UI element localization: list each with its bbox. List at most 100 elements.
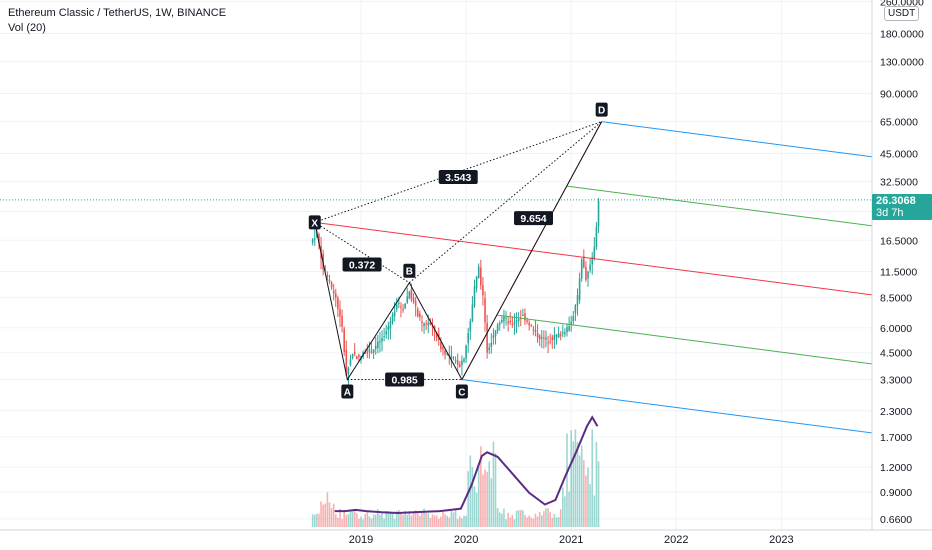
volume-bar bbox=[475, 492, 478, 527]
candle-body bbox=[498, 322, 501, 325]
candle-body bbox=[423, 323, 425, 327]
candle-body bbox=[402, 308, 404, 311]
candle-body bbox=[583, 256, 585, 268]
volume-bar bbox=[547, 508, 549, 527]
volume-bar bbox=[427, 513, 430, 527]
candle-body bbox=[536, 333, 539, 338]
price-tick-label: 4.5000 bbox=[880, 348, 912, 360]
candle-body bbox=[568, 326, 570, 331]
candle-body bbox=[332, 290, 335, 294]
volume-bar bbox=[496, 508, 499, 527]
volume-bar bbox=[326, 492, 329, 527]
candle-body bbox=[450, 355, 453, 359]
volume-bar bbox=[360, 516, 362, 527]
volume-bar bbox=[402, 514, 404, 527]
candle-body bbox=[391, 313, 394, 323]
time-tick-label: 2023 bbox=[769, 534, 793, 546]
volume-bar bbox=[414, 510, 417, 527]
volume-bar bbox=[437, 518, 440, 527]
volume-bar bbox=[515, 510, 518, 527]
volume-indicator-label[interactable]: Vol (20) bbox=[8, 22, 46, 34]
candle-body bbox=[494, 330, 497, 337]
pattern-point-label: B bbox=[406, 267, 413, 278]
candle-body bbox=[591, 256, 594, 265]
pattern-ratio-line bbox=[314, 221, 410, 284]
volume-bar bbox=[505, 519, 507, 527]
volume-bar bbox=[555, 517, 558, 527]
candle-body bbox=[530, 325, 533, 327]
volume-bar bbox=[429, 517, 432, 527]
candle-body bbox=[540, 337, 543, 339]
candle-body bbox=[372, 349, 375, 353]
candle-body bbox=[589, 264, 591, 271]
pitchfork-drawing[interactable] bbox=[314, 121, 932, 550]
price-axis[interactable]: 260.0000 180.0000 130.0000 90.0000 65.0000 45… bbox=[871, 0, 932, 550]
price-tick-label: 0.6600 bbox=[880, 514, 912, 526]
volume-bar bbox=[419, 515, 421, 527]
volume-bar bbox=[545, 508, 547, 527]
volume-bar bbox=[440, 516, 442, 527]
volume-bar bbox=[435, 515, 438, 527]
symbol-title[interactable]: Ethereum Classic / TetherUS, 1W, BINANCE bbox=[8, 7, 227, 19]
volume-bar bbox=[498, 512, 501, 527]
pitchfork-handle bbox=[314, 221, 532, 252]
volume-bar bbox=[486, 471, 488, 527]
volume-bar bbox=[332, 503, 335, 527]
volume-bar bbox=[452, 512, 455, 527]
volume-bar bbox=[458, 516, 461, 527]
ratio-label: 0.372 bbox=[349, 260, 375, 272]
pattern-ratio-line bbox=[314, 121, 602, 223]
volume-bar bbox=[456, 519, 459, 527]
price-tick-label: 260.0000 bbox=[880, 0, 924, 9]
candle-body bbox=[551, 336, 554, 341]
volume-bar bbox=[574, 429, 577, 527]
pitchfork-inner-line bbox=[496, 314, 932, 373]
xabcd-pattern-drawing[interactable]: 0.372 0.985 3.543 9.654 X A B C D bbox=[308, 102, 608, 399]
candle-body bbox=[435, 332, 438, 338]
volume-bar bbox=[467, 471, 470, 527]
candle-body bbox=[381, 338, 383, 342]
candle-body bbox=[440, 341, 442, 349]
candle-body bbox=[532, 329, 535, 331]
candle-body bbox=[339, 308, 341, 317]
volume-bar bbox=[559, 509, 562, 527]
volume-ma bbox=[334, 415, 599, 514]
candle-body bbox=[543, 337, 545, 339]
volume-bar bbox=[463, 515, 465, 527]
volume-bar bbox=[355, 513, 358, 527]
candle-body bbox=[597, 200, 600, 227]
candle-body bbox=[429, 322, 432, 325]
candle-body bbox=[501, 320, 503, 323]
currency-badge[interactable]: USDT bbox=[884, 6, 920, 21]
volume-bar bbox=[431, 514, 434, 527]
pitchfork-median bbox=[531, 250, 932, 304]
candle-body bbox=[534, 329, 537, 333]
volume-bar bbox=[442, 511, 444, 527]
time-axis[interactable]: 2019 2020 2021 2022 2023 bbox=[0, 529, 932, 550]
ratio-label-bg bbox=[438, 169, 478, 184]
volume-bar bbox=[580, 445, 583, 527]
pattern-point-label: A bbox=[344, 388, 351, 399]
volume-bar bbox=[454, 508, 457, 527]
candle-body bbox=[463, 358, 465, 362]
volume-bar bbox=[536, 516, 539, 527]
candle-body bbox=[452, 356, 455, 358]
volume-bar bbox=[377, 509, 379, 527]
volume-bar bbox=[553, 514, 556, 527]
volume-bar bbox=[564, 496, 566, 527]
candle-body bbox=[412, 298, 415, 302]
candle-body bbox=[377, 341, 379, 348]
candle-body bbox=[488, 347, 491, 351]
volume-bar bbox=[566, 433, 568, 527]
price-tick-label: 32.5000 bbox=[880, 177, 918, 189]
candle-body bbox=[389, 321, 392, 329]
candle-body bbox=[353, 351, 356, 354]
candle-body bbox=[311, 239, 314, 243]
candle-body bbox=[561, 332, 564, 334]
volume-bar bbox=[404, 510, 406, 527]
volume-bars bbox=[311, 429, 600, 527]
candle-body bbox=[427, 322, 430, 326]
volume-bar bbox=[391, 513, 394, 527]
candle-body bbox=[467, 333, 470, 344]
